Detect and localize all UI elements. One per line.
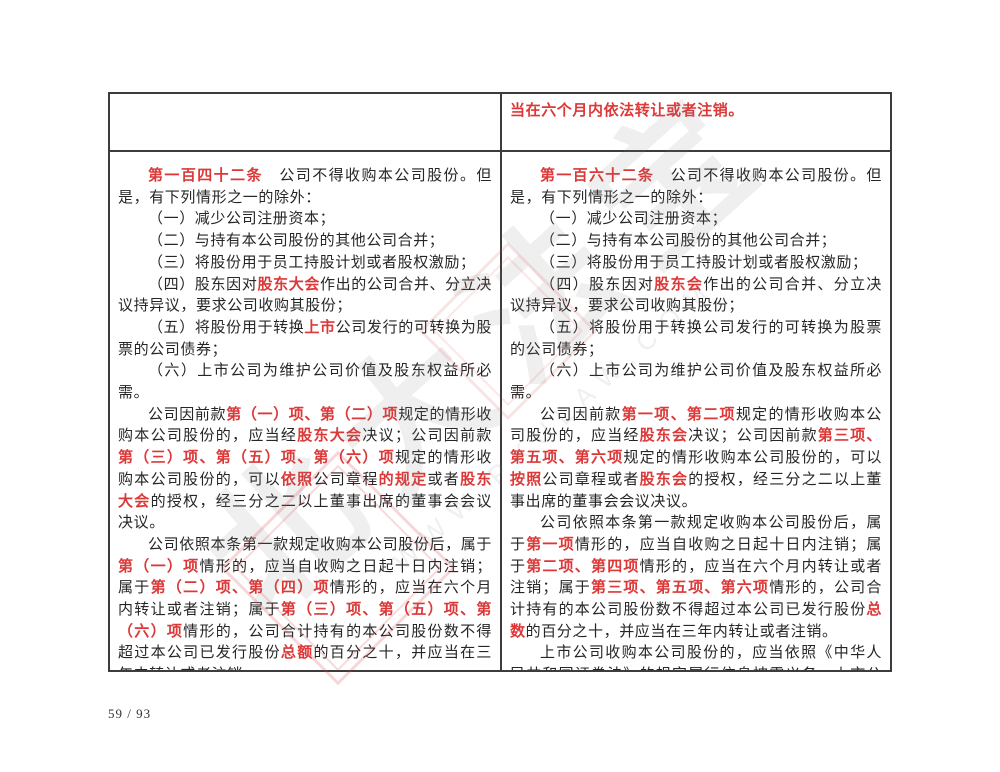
body-text: （一）减少公司注册资本；	[540, 211, 728, 228]
body-text: 作出的公司合并、分立决议持异议，要求公司收购其股份；	[118, 276, 493, 315]
emphasis-red-text: 第一项、第二项	[621, 406, 736, 423]
paragraph: 公司因前款第一项、第二项规定的情形收购本公司股份的，应当经股东会决议；公司因前款…	[510, 405, 882, 514]
paragraph: （三）将股份用于员工持股计划或者股权激励；	[510, 253, 882, 275]
body-text: 的百分之十，并应当在三年内转让或者注销。	[118, 645, 492, 670]
table-cell-row1-left	[110, 94, 500, 150]
paragraph: （二）与持有本公司股份的其他公司合并；	[118, 231, 492, 253]
paragraph: 第一百四十二条 公司不得收购本公司股份。但是，有下列情形之一的除外：	[118, 166, 492, 209]
body-text: （三）将股份用于员工持股计划或者股权激励；	[148, 254, 476, 271]
body-text: 的百分之十，并应当在三年内转让或者注销。	[525, 623, 838, 640]
paragraph: 公司依照本条第一款规定收购本公司股份后，属于第一项情形的，应当自收购之日起十日内…	[510, 513, 882, 643]
body-text: 公司依照本条第一款规定收购本公司股份后，属于	[148, 536, 492, 553]
emphasis-red-text: 第（三）项、第（五）项、第（六）项	[118, 602, 492, 640]
body-text: （五）将股份用于转换公司发行的可转换为股票的公司债券；	[510, 319, 882, 358]
body-text: 情形的，应当在六个月内转让或者注销；属于	[118, 580, 492, 619]
emphasis-red-text: 第二项、第四项	[526, 558, 640, 575]
emphasis-red-text: 按照	[510, 471, 543, 488]
paragraph: （一）减少公司注册资本；	[510, 209, 882, 231]
emphasis-red-text: 第一百六十二条	[540, 168, 655, 184]
emphasis-red-text: 第三项、第五项、第六项	[591, 580, 770, 597]
body-text: 公司因前款	[148, 406, 227, 423]
paragraph: （五）将股份用于转换上市公司发行的可转换为股票的公司债券；	[118, 318, 492, 361]
paragraph: （一）减少公司注册资本；	[118, 209, 492, 231]
body-text: 情形的，应当自收购之日起十日内注销；属于	[118, 558, 492, 597]
paragraph: （二）与持有本公司股份的其他公司合并；	[510, 231, 882, 253]
emphasis-red-text: 股东大会	[297, 428, 363, 445]
emphasis-red-text: 的规定	[378, 471, 428, 488]
emphasis-red-text: 第（一）项、第（二）项	[226, 406, 399, 423]
emphasis-red-text: 第（一）项	[118, 558, 200, 575]
body-text: （四）股东因对	[540, 276, 655, 293]
body-text: 情形的，公司合计持有的本公司股份数不得超过本公司已发行股份	[510, 580, 882, 619]
paragraph: （四）股东因对股东大会作出的公司合并、分立决议持异议，要求公司收购其股份；	[118, 275, 492, 318]
body-text: 情形的，应当在六个月内转让或者注销；属于	[510, 558, 882, 597]
body-text: （五）将股份用于转换	[148, 319, 305, 336]
body-text: （一）减少公司注册资本；	[148, 211, 336, 228]
body-text: 的授权，经三分之二以上董事出席的董事会会议决议。	[510, 471, 883, 510]
body-text: 作出的公司合并、分立决议持异议，要求公司收购其股份；	[510, 276, 882, 315]
paragraph: 公司依照本条第一款规定收购本公司股份后，属于第（一）项情形的，应当自收购之日起十…	[118, 535, 492, 670]
table-cell-row1-right: 当在六个月内依法转让或者注销。	[500, 94, 890, 150]
paragraph: （六）上市公司为维护公司价值及股东权益所必需。	[118, 361, 492, 404]
body-text: 公司因前款	[540, 406, 622, 423]
body-text: 公司不得收购本公司股份。但是，有下列情形之一的除外：	[118, 168, 492, 206]
body-text: 规定的情形收购本公司股份的，可以	[118, 450, 492, 488]
body-text: 或者	[427, 471, 461, 488]
body-text: 规定的情形收购本公司股份的，可以	[623, 450, 882, 467]
emphasis-red-text: 股东会	[654, 276, 704, 293]
paragraph: 公司因前款第（一）项、第（二）项规定的情形收购本公司股份的，应当经股东大会决议；…	[118, 405, 492, 535]
paragraph: （六）上市公司为维护公司价值及股东权益所必需。	[510, 361, 882, 404]
body-text: 情形的，应当自收购之日起十日内注销；属于	[510, 536, 882, 575]
emphasis-red-text: 依照	[280, 471, 314, 488]
body-text: （三）将股份用于员工持股计划或者股权激励；	[540, 254, 868, 271]
body-text: 规定的情形收购本公司股份的，应当经	[510, 406, 882, 445]
emphasis-red-text: 股东大会	[118, 471, 492, 510]
table-cell-article-162-new-law: 第一百六十二条 公司不得收购本公司股份。但是，有下列情形之一的除外： （一）减少公…	[500, 150, 890, 670]
body-text: 公司发行的可转换为股票的公司债券；	[118, 319, 492, 358]
body-text: 决议；公司因前款	[362, 428, 492, 445]
table-cell-article-142-old-law: 第一百四十二条 公司不得收购本公司股份。但是，有下列情形之一的除外： （一）减少公…	[110, 150, 500, 670]
emphasis-red-text: 当在六个月内依法转让或者注销。	[510, 103, 745, 119]
emphasis-red-text: 总额	[280, 645, 314, 662]
body-text: 公司不得收购本公司股份。但是，有下列情形之一的除外：	[510, 168, 883, 206]
paragraph: （四）股东因对股东会作出的公司合并、分立决议持异议，要求公司收购其股份；	[510, 275, 882, 318]
page-number: 59 / 93	[108, 706, 152, 721]
paragraph: （五）将股份用于转换公司发行的可转换为股票的公司债券；	[510, 318, 882, 361]
body-text: 规定的情形收购本公司股份的，应当经	[118, 406, 492, 445]
emphasis-red-text: 第三项、第五项、第六项	[510, 428, 882, 467]
body-text: 决议；公司因前款	[688, 428, 818, 445]
emphasis-red-text: 股东大会	[257, 276, 321, 293]
emphasis-red-text: 第（三）项、第（五）项、第（六）项	[118, 450, 395, 467]
paragraph: 当在六个月内依法转让或者注销。	[510, 101, 882, 123]
body-text: 公司依照本条第一款规定收购本公司股份后，属于	[510, 515, 882, 553]
body-text: 的授权，经三分之二以上董事出席的董事会会议决议。	[118, 493, 493, 532]
emphasis-red-text: 总数	[510, 602, 882, 640]
law-comparison-table: 当在六个月内依法转让或者注销。 第一百四十二条 公司不得收购本公司股份。但是，有…	[108, 92, 892, 672]
emphasis-red-text: 第一项	[526, 536, 575, 553]
emphasis-red-text: 股东会	[639, 471, 689, 488]
body-text: （二）与持有本公司股份的其他公司合并；	[540, 233, 837, 250]
paragraph: 第一百六十二条 公司不得收购本公司股份。但是，有下列情形之一的除外：	[510, 166, 882, 209]
body-text: 公司章程或者	[542, 471, 640, 488]
paragraph: （三）将股份用于员工持股计划或者股权激励；	[118, 253, 492, 275]
emphasis-red-text: 第（二）项、第（四）项	[150, 580, 330, 597]
body-text: （六）上市公司为维护公司价值及股东权益所必需。	[118, 363, 492, 402]
body-text: 公司章程	[313, 471, 379, 488]
body-text: 上市公司收购本公司股份的，应当依照《中华人民共和国证券法》的规定履行信息披露义务…	[510, 645, 882, 670]
body-text: （六）上市公司为维护公司价值及股东权益所必需。	[510, 363, 882, 402]
emphasis-red-text: 上市	[304, 319, 336, 336]
body-text: （四）股东因对	[148, 276, 258, 293]
emphasis-red-text: 股东会	[639, 428, 689, 445]
body-text: （二）与持有本公司股份的其他公司合并；	[148, 233, 445, 250]
body-text: 情形的，公司合计持有的本公司股份数不得超过本公司已发行股份	[118, 623, 492, 662]
emphasis-red-text: 第一百四十二条	[148, 168, 263, 184]
paragraph: 上市公司收购本公司股份的，应当依照《中华人民共和国证券法》的规定履行信息披露义务…	[510, 643, 882, 670]
